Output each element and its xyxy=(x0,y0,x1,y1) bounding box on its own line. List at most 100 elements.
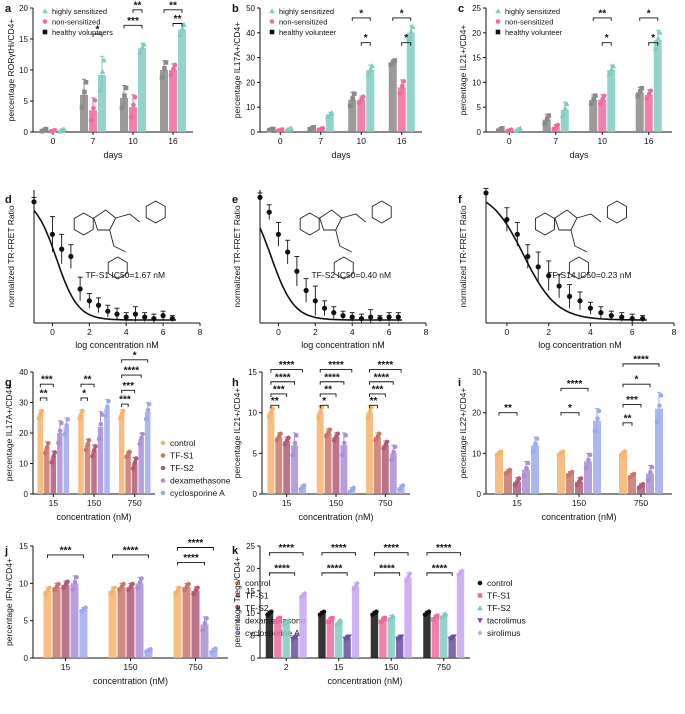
legend-entry: TF-S2 xyxy=(487,603,511,613)
data-point xyxy=(159,75,165,80)
data-point xyxy=(74,574,79,580)
data-point xyxy=(126,587,131,593)
bar xyxy=(504,471,512,494)
legend-entry: healthy volunteer xyxy=(505,28,563,37)
data-point xyxy=(635,94,641,99)
data-point xyxy=(285,249,291,255)
data-point xyxy=(349,314,355,320)
legend-marker xyxy=(160,490,166,496)
data-point xyxy=(141,41,147,47)
data-point xyxy=(132,460,138,465)
bar xyxy=(575,481,583,494)
bar xyxy=(104,408,110,494)
bar xyxy=(275,437,283,494)
legend-marker xyxy=(160,453,166,458)
data-point xyxy=(172,62,178,68)
bar xyxy=(431,617,440,658)
bond xyxy=(109,229,126,253)
data-point xyxy=(70,587,75,592)
bond xyxy=(576,213,602,223)
bar xyxy=(98,74,106,132)
data-point xyxy=(346,634,352,640)
data-point xyxy=(365,415,371,421)
legend-marker xyxy=(477,580,483,586)
significance-bracket xyxy=(351,17,371,21)
y-tick-label: 10 xyxy=(19,579,28,588)
data-point xyxy=(622,449,628,454)
y-tick-label: 25 xyxy=(472,4,481,13)
data-point xyxy=(266,127,272,133)
ring xyxy=(554,209,578,231)
significance-bracket xyxy=(374,552,409,556)
data-point xyxy=(72,579,78,585)
data-point xyxy=(117,416,123,421)
bond xyxy=(570,229,588,253)
bar xyxy=(50,457,57,494)
bar xyxy=(335,622,343,658)
significance-label: * xyxy=(635,375,639,386)
y-tick-label: 50 xyxy=(246,4,255,13)
bar xyxy=(560,109,569,132)
data-point xyxy=(96,436,102,442)
data-point xyxy=(341,440,347,446)
data-point xyxy=(140,431,145,437)
data-point xyxy=(382,615,388,621)
significance-bracket xyxy=(47,554,84,558)
bar xyxy=(318,613,326,658)
x-tick-label: 0 xyxy=(505,327,510,337)
x-tick-label: 6 xyxy=(630,327,635,337)
bar xyxy=(43,590,52,658)
bar xyxy=(324,433,332,494)
ring xyxy=(107,256,128,280)
significance-label: * xyxy=(364,33,368,44)
data-point xyxy=(559,112,566,119)
data-point xyxy=(61,126,67,132)
bar xyxy=(340,445,348,494)
significance-label: **** xyxy=(275,372,291,383)
panel-label: c xyxy=(458,3,464,15)
data-point xyxy=(610,63,617,69)
significance-bracket xyxy=(560,412,580,416)
data-point xyxy=(101,57,107,63)
data-point xyxy=(407,570,413,577)
bar xyxy=(91,451,97,494)
x-axis-label: log concentration nM xyxy=(301,340,385,350)
data-point xyxy=(358,315,365,322)
legend-entry: TF-S2 xyxy=(245,603,269,613)
y-tick-label: 5 xyxy=(251,632,256,641)
significance-label: * xyxy=(133,350,137,361)
data-point xyxy=(524,465,529,471)
y-tick-label: 0 xyxy=(477,128,482,137)
data-point xyxy=(499,126,505,131)
bar xyxy=(584,461,592,494)
legend-entry: TF-S1 xyxy=(487,591,511,601)
data-point xyxy=(105,404,110,410)
data-point xyxy=(145,407,151,413)
significance-label: **** xyxy=(124,366,140,377)
data-point xyxy=(351,485,356,491)
data-point xyxy=(318,409,323,414)
data-point xyxy=(655,35,661,41)
x-tick-label: 15 xyxy=(282,498,292,508)
data-point xyxy=(365,71,372,77)
bar xyxy=(138,48,146,132)
data-point xyxy=(80,408,85,414)
bar xyxy=(513,481,521,494)
data-point xyxy=(266,209,272,215)
significance-label: * xyxy=(359,8,363,19)
x-axis-label: concentration (nM) xyxy=(327,676,402,686)
y-tick-label: 40 xyxy=(19,368,28,377)
bar xyxy=(325,114,334,132)
significance-label: **** xyxy=(328,360,344,371)
significance-label: ** xyxy=(271,396,279,407)
data-point xyxy=(160,313,166,319)
y-tick-label: 10 xyxy=(19,66,28,75)
significance-bracket xyxy=(123,24,143,29)
significance-label: * xyxy=(96,25,100,36)
significance-bracket xyxy=(319,369,353,373)
data-point xyxy=(52,127,58,133)
bar xyxy=(282,622,290,658)
data-point xyxy=(329,615,335,621)
bar xyxy=(108,590,117,658)
